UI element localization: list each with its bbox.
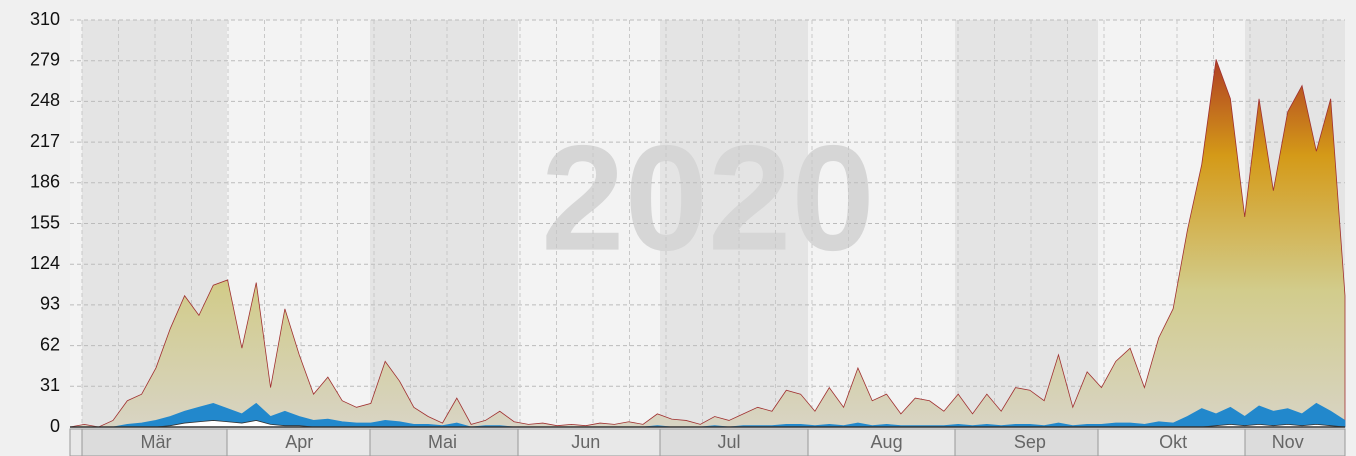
labels: 0 31 62 93 124 155 186 217 248 279 310 Mär Apr Mai Jun…	[30, 9, 1304, 452]
y-tick-label: 310	[30, 9, 60, 29]
y-tick-label: 155	[30, 212, 60, 232]
x-tick-label: Jul	[717, 432, 740, 452]
x-tick-label: Sep	[1014, 432, 1046, 452]
x-tick-label: Mai	[428, 432, 457, 452]
y-tick-label: 217	[30, 131, 60, 151]
x-tick-label: Apr	[285, 432, 313, 452]
y-tick-label: 124	[30, 253, 60, 273]
y-tick-label: 62	[40, 334, 60, 354]
y-tick-label: 186	[30, 172, 60, 192]
band	[81, 428, 228, 456]
band	[659, 428, 809, 456]
x-tick-label: Aug	[871, 432, 903, 452]
band	[1244, 428, 1346, 456]
area	[69, 59, 1346, 428]
x-tick-label: Nov	[1272, 432, 1304, 452]
y-tick-label: 279	[30, 49, 60, 69]
x-tick-label: Jun	[571, 432, 600, 452]
y-tick-label: 0	[50, 416, 60, 436]
watermark: 2020	[541, 114, 875, 282]
y-tick-label: 93	[40, 294, 60, 314]
band	[660, 20, 808, 427]
y-tick-label: 31	[40, 375, 60, 395]
band	[954, 428, 1099, 456]
y-tick-label: 248	[30, 90, 60, 110]
band	[369, 428, 519, 456]
x-tick-label: Okt	[1159, 432, 1187, 452]
x-axis-strip	[69, 428, 1346, 456]
x-tick-label: Mär	[140, 432, 171, 452]
